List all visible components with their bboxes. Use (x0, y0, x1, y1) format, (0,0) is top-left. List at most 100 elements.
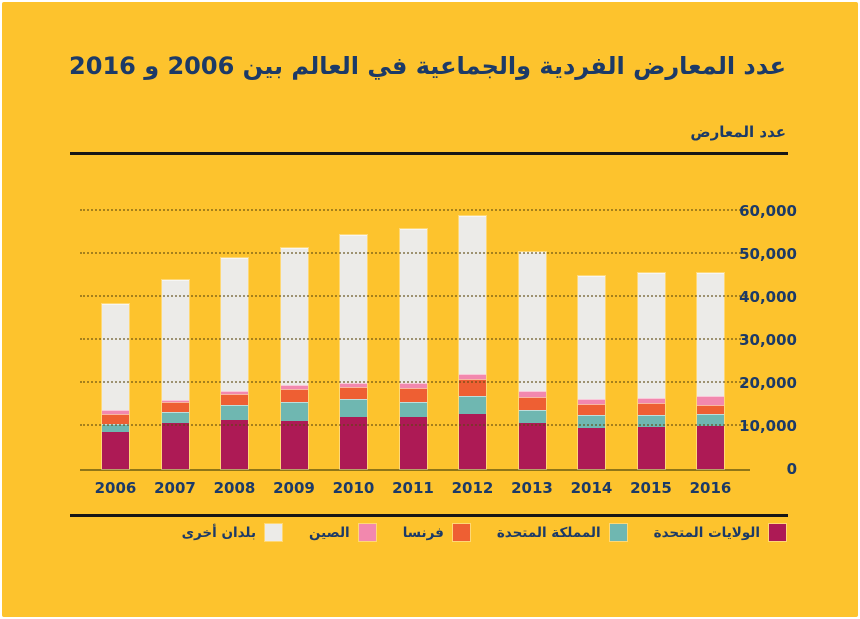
bar-segment (697, 413, 724, 427)
x-tick-label-2012: 2012 (451, 479, 494, 497)
x-tick-label-2016: 2016 (689, 479, 732, 497)
bar-segment (578, 403, 605, 416)
bar-segment (459, 373, 486, 380)
bar-segment (459, 413, 486, 469)
bar-2007: 2007 (154, 280, 196, 497)
bar-segment (518, 409, 546, 423)
bar-2015: 2015 (630, 272, 672, 497)
bar-segment (161, 280, 189, 400)
legend-label: المملكة المتحدة (496, 524, 601, 541)
legend-label: الصين (309, 524, 350, 541)
bar-segment (161, 399, 189, 403)
bar-segment (102, 409, 129, 414)
bar-segment (280, 420, 308, 469)
bar-2011: 2011 (392, 228, 434, 497)
bar-segment (697, 396, 724, 405)
legend-item: المملكة المتحدة (497, 524, 627, 541)
bar-segment (637, 272, 665, 398)
bar-segment (459, 396, 486, 414)
y-tick-label-30000: 30,000 (739, 331, 797, 349)
bar-segment (399, 388, 427, 403)
y-tick-label-0: 0 (786, 460, 797, 478)
x-tick-label-2010: 2010 (332, 479, 375, 497)
y-axis-title: عدد المعارض (690, 123, 786, 141)
bar-segment (221, 257, 248, 391)
bar-segment (399, 228, 427, 384)
bar-segment (340, 399, 367, 417)
bar-2010: 2010 (333, 235, 374, 497)
bar-segment (459, 215, 486, 374)
x-tick-label-2008: 2008 (213, 479, 256, 497)
legend-swatch-icon (609, 524, 627, 541)
bar-segment (161, 412, 189, 424)
x-tick-label-2007: 2007 (154, 479, 196, 497)
bar-segment (102, 432, 129, 469)
bar-segment (578, 398, 605, 404)
bar-segment (518, 391, 546, 398)
bar-2006: 2006 (95, 303, 136, 497)
bar-2014: 2014 (571, 276, 612, 497)
bar-segment (221, 419, 248, 469)
bar-segment (578, 427, 605, 469)
bar-segment (221, 394, 248, 405)
bar-segment (102, 414, 129, 424)
bar-segment (280, 248, 308, 385)
bar-segment (161, 423, 189, 469)
bar-2012: 2012 (452, 215, 493, 497)
bars-container: 2006 2007 2008 2009 2010 2011 2012 2013 2014 2015… (80, 211, 748, 497)
bottom-divider-rule (70, 514, 788, 517)
bar-segment (518, 251, 546, 392)
x-tick-label-2009: 2009 (273, 479, 315, 497)
bar-segment (280, 384, 308, 389)
legend-item: فرنسا (403, 524, 470, 541)
bar-segment (340, 387, 367, 400)
bar-segment (221, 390, 248, 395)
legend-swatch-icon (452, 524, 470, 541)
bar-2009: 2009 (273, 248, 315, 497)
bar-segment (697, 272, 724, 397)
bar-segment (221, 404, 248, 420)
x-axis-baseline (80, 469, 750, 471)
bar-segment (340, 235, 367, 384)
bar-2013: 2013 (511, 251, 553, 497)
y-axis-labels: 0 10,000 20,000 30,000 40,000 50,000 60,000 (739, 202, 797, 478)
legend-swatch-icon (358, 524, 376, 541)
gridline-50000 (80, 252, 748, 254)
x-tick-label-2006: 2006 (94, 479, 137, 497)
x-tick-label-2013: 2013 (511, 479, 553, 497)
bar-segment (161, 402, 189, 413)
bar-2016: 2016 (690, 272, 731, 497)
plot-area: 2006 2007 2008 2009 2010 2011 2012 2013 2014 2015… (80, 209, 750, 497)
gridline-20000 (80, 381, 748, 383)
bar-segment (399, 417, 427, 469)
bar-segment (102, 303, 129, 410)
bar-segment (637, 403, 665, 415)
bar-segment (280, 388, 308, 402)
legend-label: الولايات المتحدة (653, 524, 760, 541)
bar-segment (518, 397, 546, 410)
bar-segment (280, 401, 308, 421)
top-divider-rule (70, 152, 788, 155)
legend: الولايات المتحدة المملكة المتحدة فرنسا الصي… (182, 524, 786, 541)
gridline-10000 (80, 424, 748, 426)
legend-swatch-icon (769, 524, 786, 541)
x-tick-label-2011: 2011 (392, 479, 434, 497)
x-tick-label-2015: 2015 (630, 479, 672, 497)
bar-segment (399, 383, 427, 389)
bar-2008: 2008 (214, 257, 255, 497)
bar-segment (637, 427, 665, 469)
x-tick-label-2014: 2014 (570, 479, 613, 497)
bar-segment (340, 383, 367, 388)
legend-item: الولايات المتحدة (654, 524, 786, 541)
legend-label: فرنسا (402, 524, 444, 541)
gridline-40000 (80, 295, 748, 297)
y-tick-label-20000: 20,000 (739, 374, 797, 392)
bar-segment (459, 379, 486, 397)
bar-segment (637, 397, 665, 404)
gridline-30000 (80, 338, 748, 340)
legend-item: الصين (309, 524, 376, 541)
legend-label: بلدان أخرى (181, 524, 257, 541)
chart-title: عدد المعارض الفردية والجماعية في العالم … (69, 52, 786, 80)
y-tick-label-60000: 60,000 (739, 202, 797, 220)
